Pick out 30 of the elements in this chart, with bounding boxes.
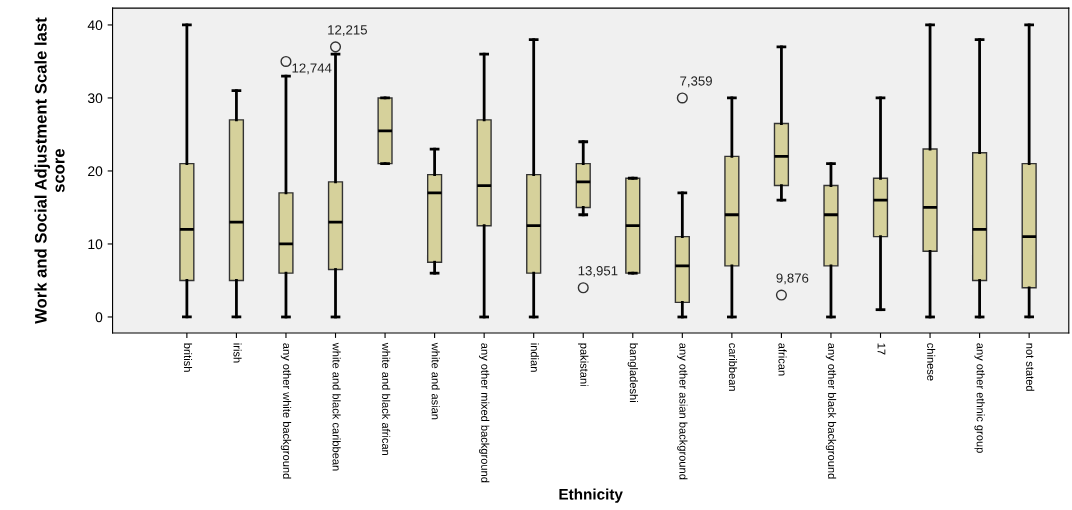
y-tick-label: 10 — [88, 239, 103, 250]
x-tick-label: white and black caribbean — [332, 342, 341, 471]
y-tick-label: 30 — [87, 93, 103, 104]
x-axis-title: Ethnicity — [559, 488, 623, 503]
annotation: 13,951 — [578, 266, 618, 277]
annotation: 12,744 — [292, 63, 332, 75]
x-tick-label: african — [778, 343, 787, 376]
x-tick-label: irish — [233, 343, 242, 363]
x-tick-label: caribbean — [728, 343, 738, 391]
annotation: 9,876 — [776, 273, 809, 285]
y-tick-label: 0 — [95, 312, 103, 323]
x-tick-label: bangladeshi — [627, 343, 638, 402]
y-tick-label: 20 — [88, 166, 103, 177]
x-tick-label: any other white background — [280, 343, 292, 479]
y-axis-title: Work and Social Adjustment Scale last score — [34, 17, 65, 324]
x-tick-label: any other ethnic group — [974, 343, 985, 453]
x-tick-label: any other black background — [825, 343, 837, 479]
annotation: 12,215 — [328, 25, 367, 37]
x-tick-label: white and black african — [382, 342, 391, 456]
y-tick-label: 40 — [87, 20, 103, 31]
x-tick-label: 17 — [877, 343, 886, 355]
x-tick-label: pakistani — [578, 343, 589, 386]
annotation: 7,359 — [680, 76, 712, 88]
x-tick-label: any other mixed background — [478, 343, 490, 483]
x-tick-label: british — [183, 343, 193, 372]
x-tick-label: any other asian background — [677, 343, 688, 480]
x-tick-label: white and asian — [431, 342, 440, 420]
x-tick-label: not stated — [1026, 343, 1035, 391]
x-tick-label: chinese — [927, 343, 936, 381]
x-tick-label: indian — [530, 343, 539, 372]
